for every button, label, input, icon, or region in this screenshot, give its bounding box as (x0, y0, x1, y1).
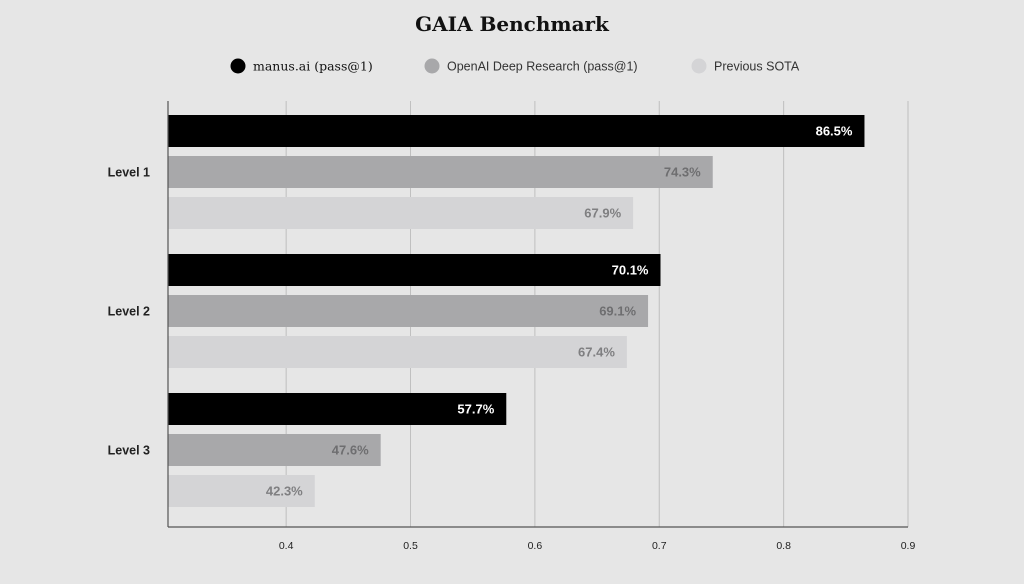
bar-3-3 (168, 475, 315, 507)
x-tick-label-1: 0.4 (279, 540, 294, 552)
bars: 86.5% 74.3% 67.9% 70.1% 69.1% 67.4% 57.7% 47.6%… (168, 115, 865, 507)
data-label-2-2: 69.1% (599, 304, 636, 319)
legend-label-3: Previous SOTA (714, 60, 800, 74)
legend-swatch-3 (691, 58, 707, 74)
bar-2-1 (168, 254, 661, 286)
bar-1-2 (168, 156, 713, 188)
bar-2-2 (168, 295, 649, 327)
x-tick-labels: 0.4 0.5 0.6 0.7 0.8 0.9 (279, 540, 916, 552)
bar-1-3 (168, 197, 634, 229)
chart-title: GAIA Benchmark (415, 12, 609, 36)
data-label-3-1: 57.7% (457, 402, 494, 417)
data-label-1-2: 74.3% (664, 165, 701, 180)
x-tick-label-2: 0.5 (403, 540, 418, 552)
legend-label-2: OpenAI Deep Research (pass@1) (447, 60, 638, 74)
x-tick-label-4: 0.7 (652, 540, 667, 552)
x-tick-label-5: 0.8 (776, 540, 791, 552)
category-label-3: Level 3 (108, 444, 150, 458)
x-tick-label-6: 0.9 (901, 540, 916, 552)
data-label-3-3: 42.3% (266, 484, 303, 499)
data-label-2-1: 70.1% (612, 263, 649, 278)
legend-swatch-1 (230, 58, 246, 74)
category-label-2: Level 2 (108, 305, 150, 319)
legend: manus.ai (pass@1) OpenAI Deep Research (p… (230, 58, 800, 74)
bar-1-1 (168, 115, 865, 147)
legend-label-1: manus.ai (pass@1) (253, 59, 373, 74)
axes (167, 101, 908, 528)
bar-3-2 (168, 434, 381, 466)
legend-swatch-2 (424, 58, 440, 74)
data-label-1-3: 67.9% (584, 206, 621, 221)
category-label-1: Level 1 (108, 166, 150, 180)
x-tick-label-3: 0.6 (528, 540, 543, 552)
category-labels: Level 1 Level 2 Level 3 (108, 166, 150, 458)
data-label-2-3: 67.4% (578, 345, 615, 360)
data-label-3-2: 47.6% (332, 443, 369, 458)
data-label-1-1: 86.5% (816, 124, 853, 139)
bar-2-3 (168, 336, 627, 368)
bar-3-1 (168, 393, 507, 425)
